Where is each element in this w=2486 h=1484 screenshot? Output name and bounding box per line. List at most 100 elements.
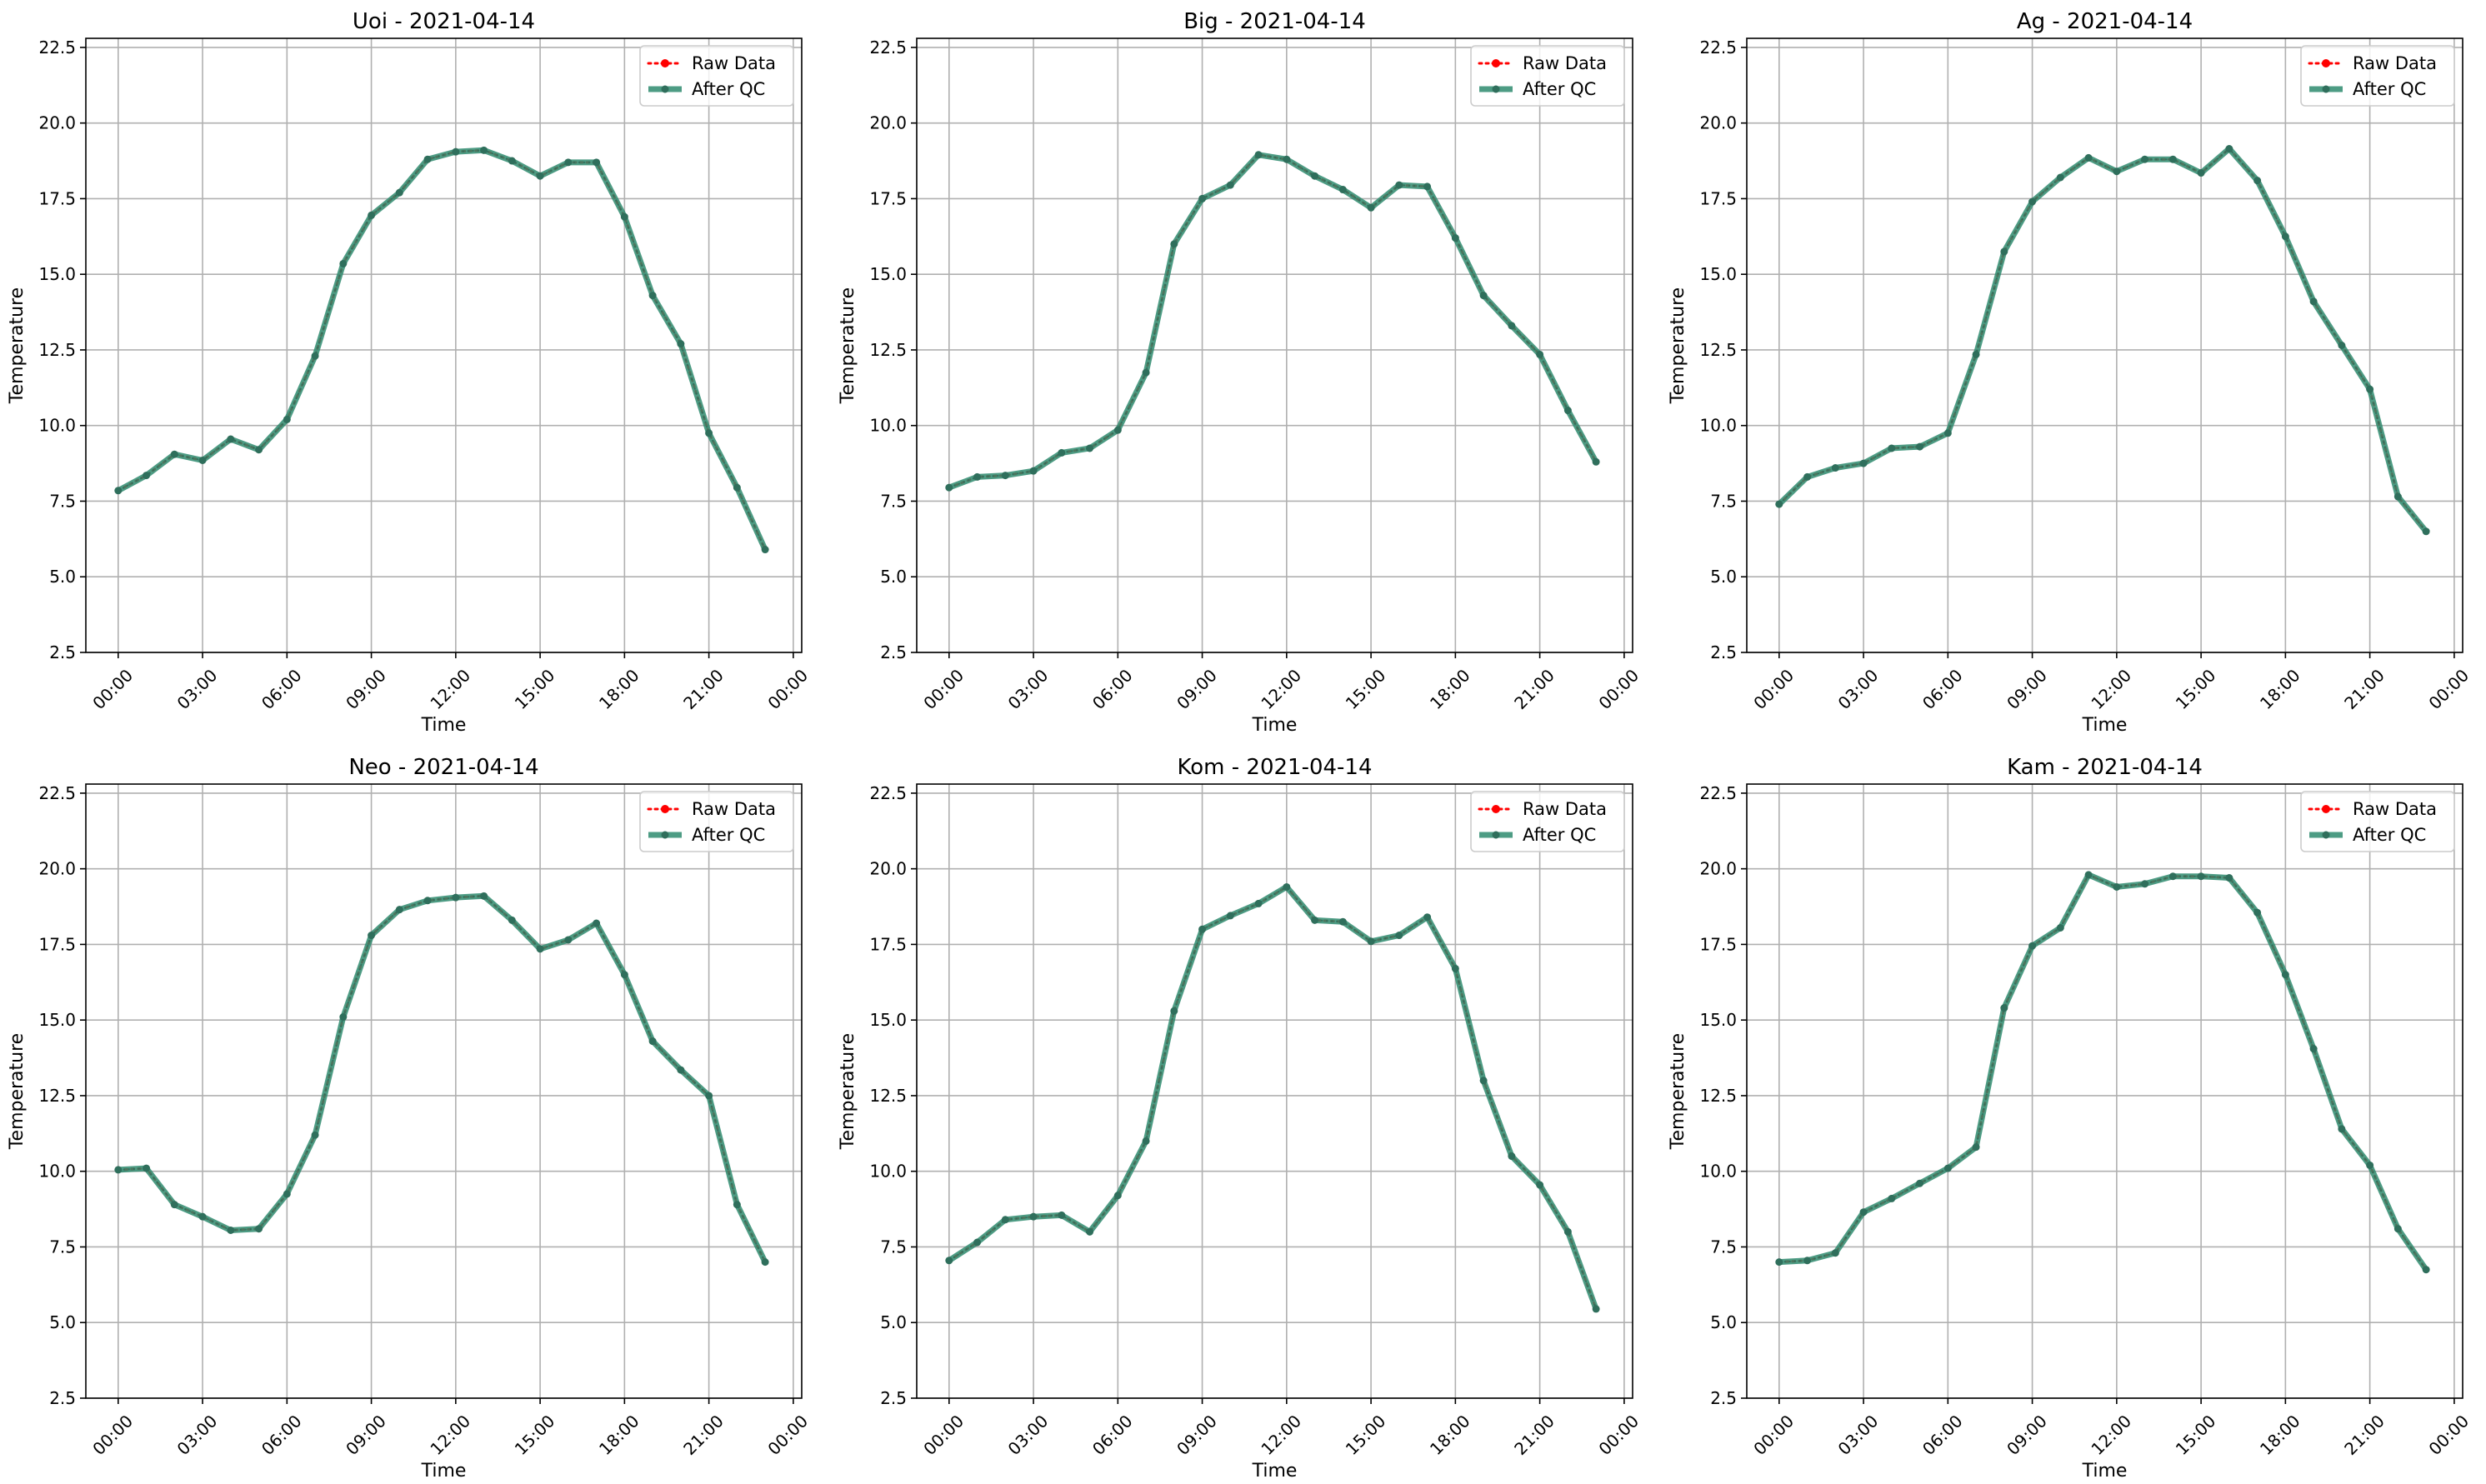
y-tick-label: 12.5	[869, 340, 907, 360]
x-tick-label: 03:00	[1834, 665, 1883, 713]
data-point	[198, 1212, 207, 1221]
data-point	[311, 352, 319, 360]
legend-marker-raw-data	[661, 59, 669, 67]
x-tick-label: 18:00	[2256, 1411, 2304, 1459]
legend-label-raw-data: Raw Data	[692, 799, 776, 819]
chart-panel-3: 00:00 03:00 06:00 09:00 12:00 15:00 18:00 21:00…	[1668, 9, 2473, 736]
y-tick-label: 20.0	[1699, 113, 1737, 133]
data-point	[1775, 1258, 1783, 1267]
data-point	[1592, 457, 1600, 466]
data-point	[1536, 1181, 1544, 1189]
data-point	[1198, 194, 1207, 202]
series-line-raw-data	[117, 894, 767, 1264]
series-line-overlay	[1778, 873, 2427, 1271]
data-point	[1423, 182, 1432, 191]
y-tick-label: 7.5	[1710, 1237, 1737, 1257]
data-point	[1170, 1007, 1178, 1015]
data-point	[1563, 1227, 1572, 1236]
data-point	[255, 446, 263, 454]
x-tick-label: 00:00	[919, 1411, 968, 1459]
data-point	[339, 259, 348, 267]
axes-frame	[1746, 783, 2463, 1399]
data-point	[1592, 1305, 1600, 1313]
series-line-raw-data	[1778, 872, 2428, 1272]
data-point	[1831, 464, 1839, 472]
series-line-after-qc	[948, 152, 1599, 491]
data-point	[1916, 1179, 1924, 1187]
x-axis-label: Time	[421, 1461, 467, 1482]
data-point	[1479, 292, 1488, 300]
data-point	[395, 188, 403, 197]
data-point	[1859, 459, 1868, 467]
x-tick-label: 00:00	[1749, 665, 1798, 713]
legend: Raw Data After QC	[639, 45, 794, 107]
data-point	[593, 158, 601, 167]
y-axis-label: Temperature	[838, 1033, 858, 1150]
x-tick-label: 18:00	[1426, 1411, 1474, 1459]
data-point	[227, 435, 235, 443]
y-tick-label: 17.5	[38, 934, 76, 954]
data-point	[733, 483, 741, 492]
x-tick-label: 09:00	[342, 1411, 390, 1459]
data-point	[2366, 1161, 2374, 1169]
data-point	[170, 1201, 178, 1209]
data-point	[1943, 429, 1952, 437]
x-tick-label: 00:00	[2424, 1411, 2473, 1459]
x-tick-label: 21:00	[1510, 1411, 1558, 1459]
y-tick-label: 15.0	[38, 264, 76, 284]
x-tick-label: 06:00	[258, 665, 306, 713]
y-tick-label: 5.0	[49, 1312, 76, 1332]
data-point	[1395, 932, 1403, 940]
legend-label-raw-data: Raw Data	[1523, 53, 1607, 73]
legend: Raw Data After QC	[2300, 791, 2455, 852]
data-point	[2113, 882, 2121, 891]
legend-label-after-qc: After QC	[1523, 79, 1596, 99]
x-tick-label: 12:00	[426, 665, 474, 713]
x-tick-label: 09:00	[1173, 1411, 1221, 1459]
data-point	[143, 472, 151, 480]
data-point	[945, 483, 953, 492]
series-line-overlay	[118, 895, 766, 1263]
data-point	[1395, 181, 1403, 189]
series-line-overlay	[118, 149, 767, 551]
y-tick-label: 7.5	[49, 491, 76, 511]
data-point	[1423, 913, 1432, 922]
data-point	[733, 1201, 741, 1209]
x-tick-label: 18:00	[595, 1411, 643, 1459]
legend: Raw Data After QC	[1470, 791, 1625, 852]
series-line-after-qc	[1778, 872, 2428, 1272]
data-point	[620, 212, 628, 221]
legend-label-after-qc: After QC	[692, 825, 765, 845]
data-point	[2028, 942, 2037, 950]
axes-frame	[85, 37, 803, 653]
x-tick-label: 15:00	[1342, 1411, 1390, 1459]
data-point	[1536, 350, 1544, 358]
y-tick-label: 17.5	[38, 188, 76, 208]
data-point	[255, 1225, 263, 1233]
legend-marker-after-qc	[661, 85, 669, 93]
y-tick-label: 5.0	[1710, 1312, 1737, 1332]
y-tick-label: 12.5	[1699, 340, 1737, 360]
y-tick-label: 5.0	[880, 567, 907, 587]
y-tick-label: 10.0	[1699, 1162, 1737, 1182]
y-tick-label: 22.5	[869, 37, 907, 57]
chart-title: Neo - 2021-04-14	[348, 755, 538, 780]
data-point	[423, 897, 432, 905]
data-point	[480, 146, 488, 154]
gridlines	[86, 38, 802, 653]
data-point	[1888, 444, 1896, 452]
data-point	[973, 472, 982, 481]
y-tick-label: 15.0	[869, 1010, 907, 1030]
x-tick-label: 21:00	[1510, 665, 1558, 713]
data-point	[1859, 1208, 1868, 1217]
y-tick-label: 7.5	[880, 491, 907, 511]
chart-panel-5: 00:00 03:00 06:00 09:00 12:00 15:00 18:00 21:00…	[838, 755, 1643, 1482]
data-point	[2197, 872, 2205, 881]
x-tick-label: 06:00	[1088, 1411, 1137, 1459]
data-point	[1803, 1257, 1812, 1265]
y-tick-label: 15.0	[869, 264, 907, 284]
data-point	[1563, 407, 1572, 415]
data-point	[973, 1238, 982, 1247]
y-tick-label: 2.5	[1710, 1388, 1737, 1408]
legend-label-raw-data: Raw Data	[2353, 799, 2437, 819]
